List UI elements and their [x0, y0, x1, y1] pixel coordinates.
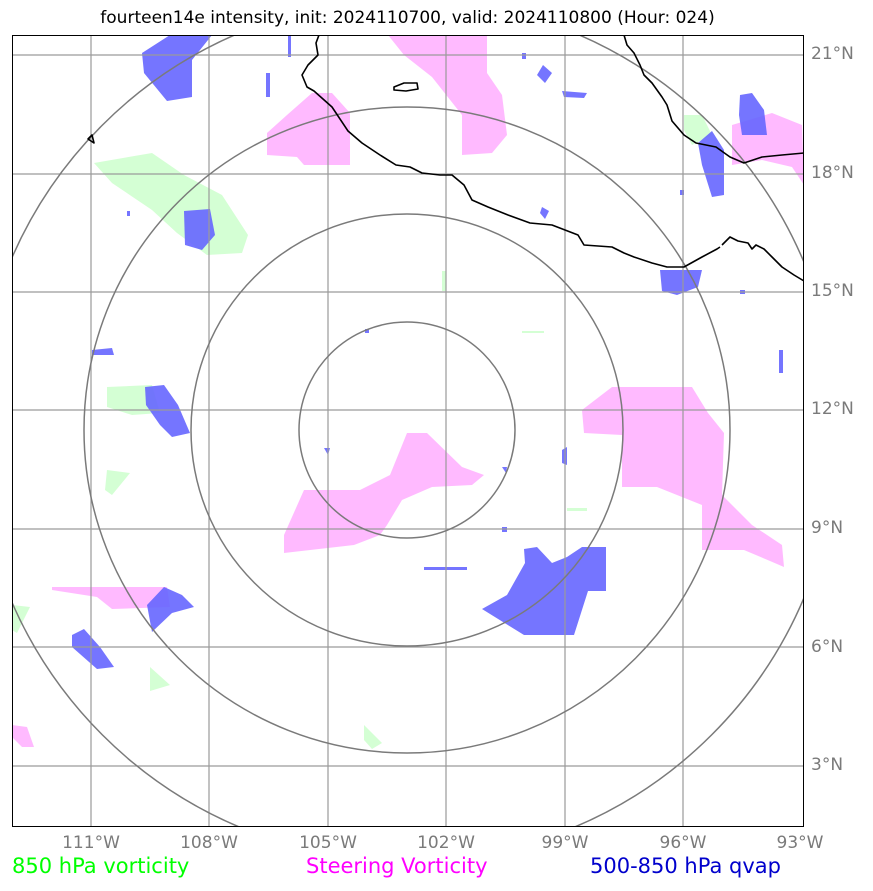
lat-label-15n: 15°N	[811, 281, 854, 301]
lat-label-9n: 9°N	[811, 518, 844, 538]
lon-label-99w: 99°W	[541, 833, 589, 853]
legend-steering-vorticity: Steering Vorticity	[306, 854, 488, 878]
graticule	[12, 35, 804, 827]
lat-label-3n: 3°N	[811, 755, 844, 775]
plot-title: fourteen14e intensity, init: 2024110700,…	[100, 8, 715, 28]
map-plot	[12, 35, 804, 827]
lat-label-12n: 12°N	[811, 399, 854, 419]
legend-qvap: 500-850 hPa qvap	[590, 854, 781, 878]
lon-label-108w: 108°W	[180, 833, 238, 853]
qvap-500-850-contours	[72, 35, 783, 669]
lon-label-111w: 111°W	[62, 833, 120, 853]
lon-label-102w: 102°W	[417, 833, 475, 853]
range-rings	[12, 35, 804, 827]
lon-label-96w: 96°W	[659, 833, 707, 853]
lat-label-18n: 18°N	[811, 163, 854, 183]
lat-label-21n: 21°N	[811, 44, 854, 64]
legend-850-vorticity: 850 hPa vorticity	[12, 854, 190, 878]
coastline	[87, 35, 804, 282]
lat-label-6n: 6°N	[811, 637, 844, 657]
lon-label-93w: 93°W	[776, 833, 824, 853]
lon-label-105w: 105°W	[299, 833, 357, 853]
